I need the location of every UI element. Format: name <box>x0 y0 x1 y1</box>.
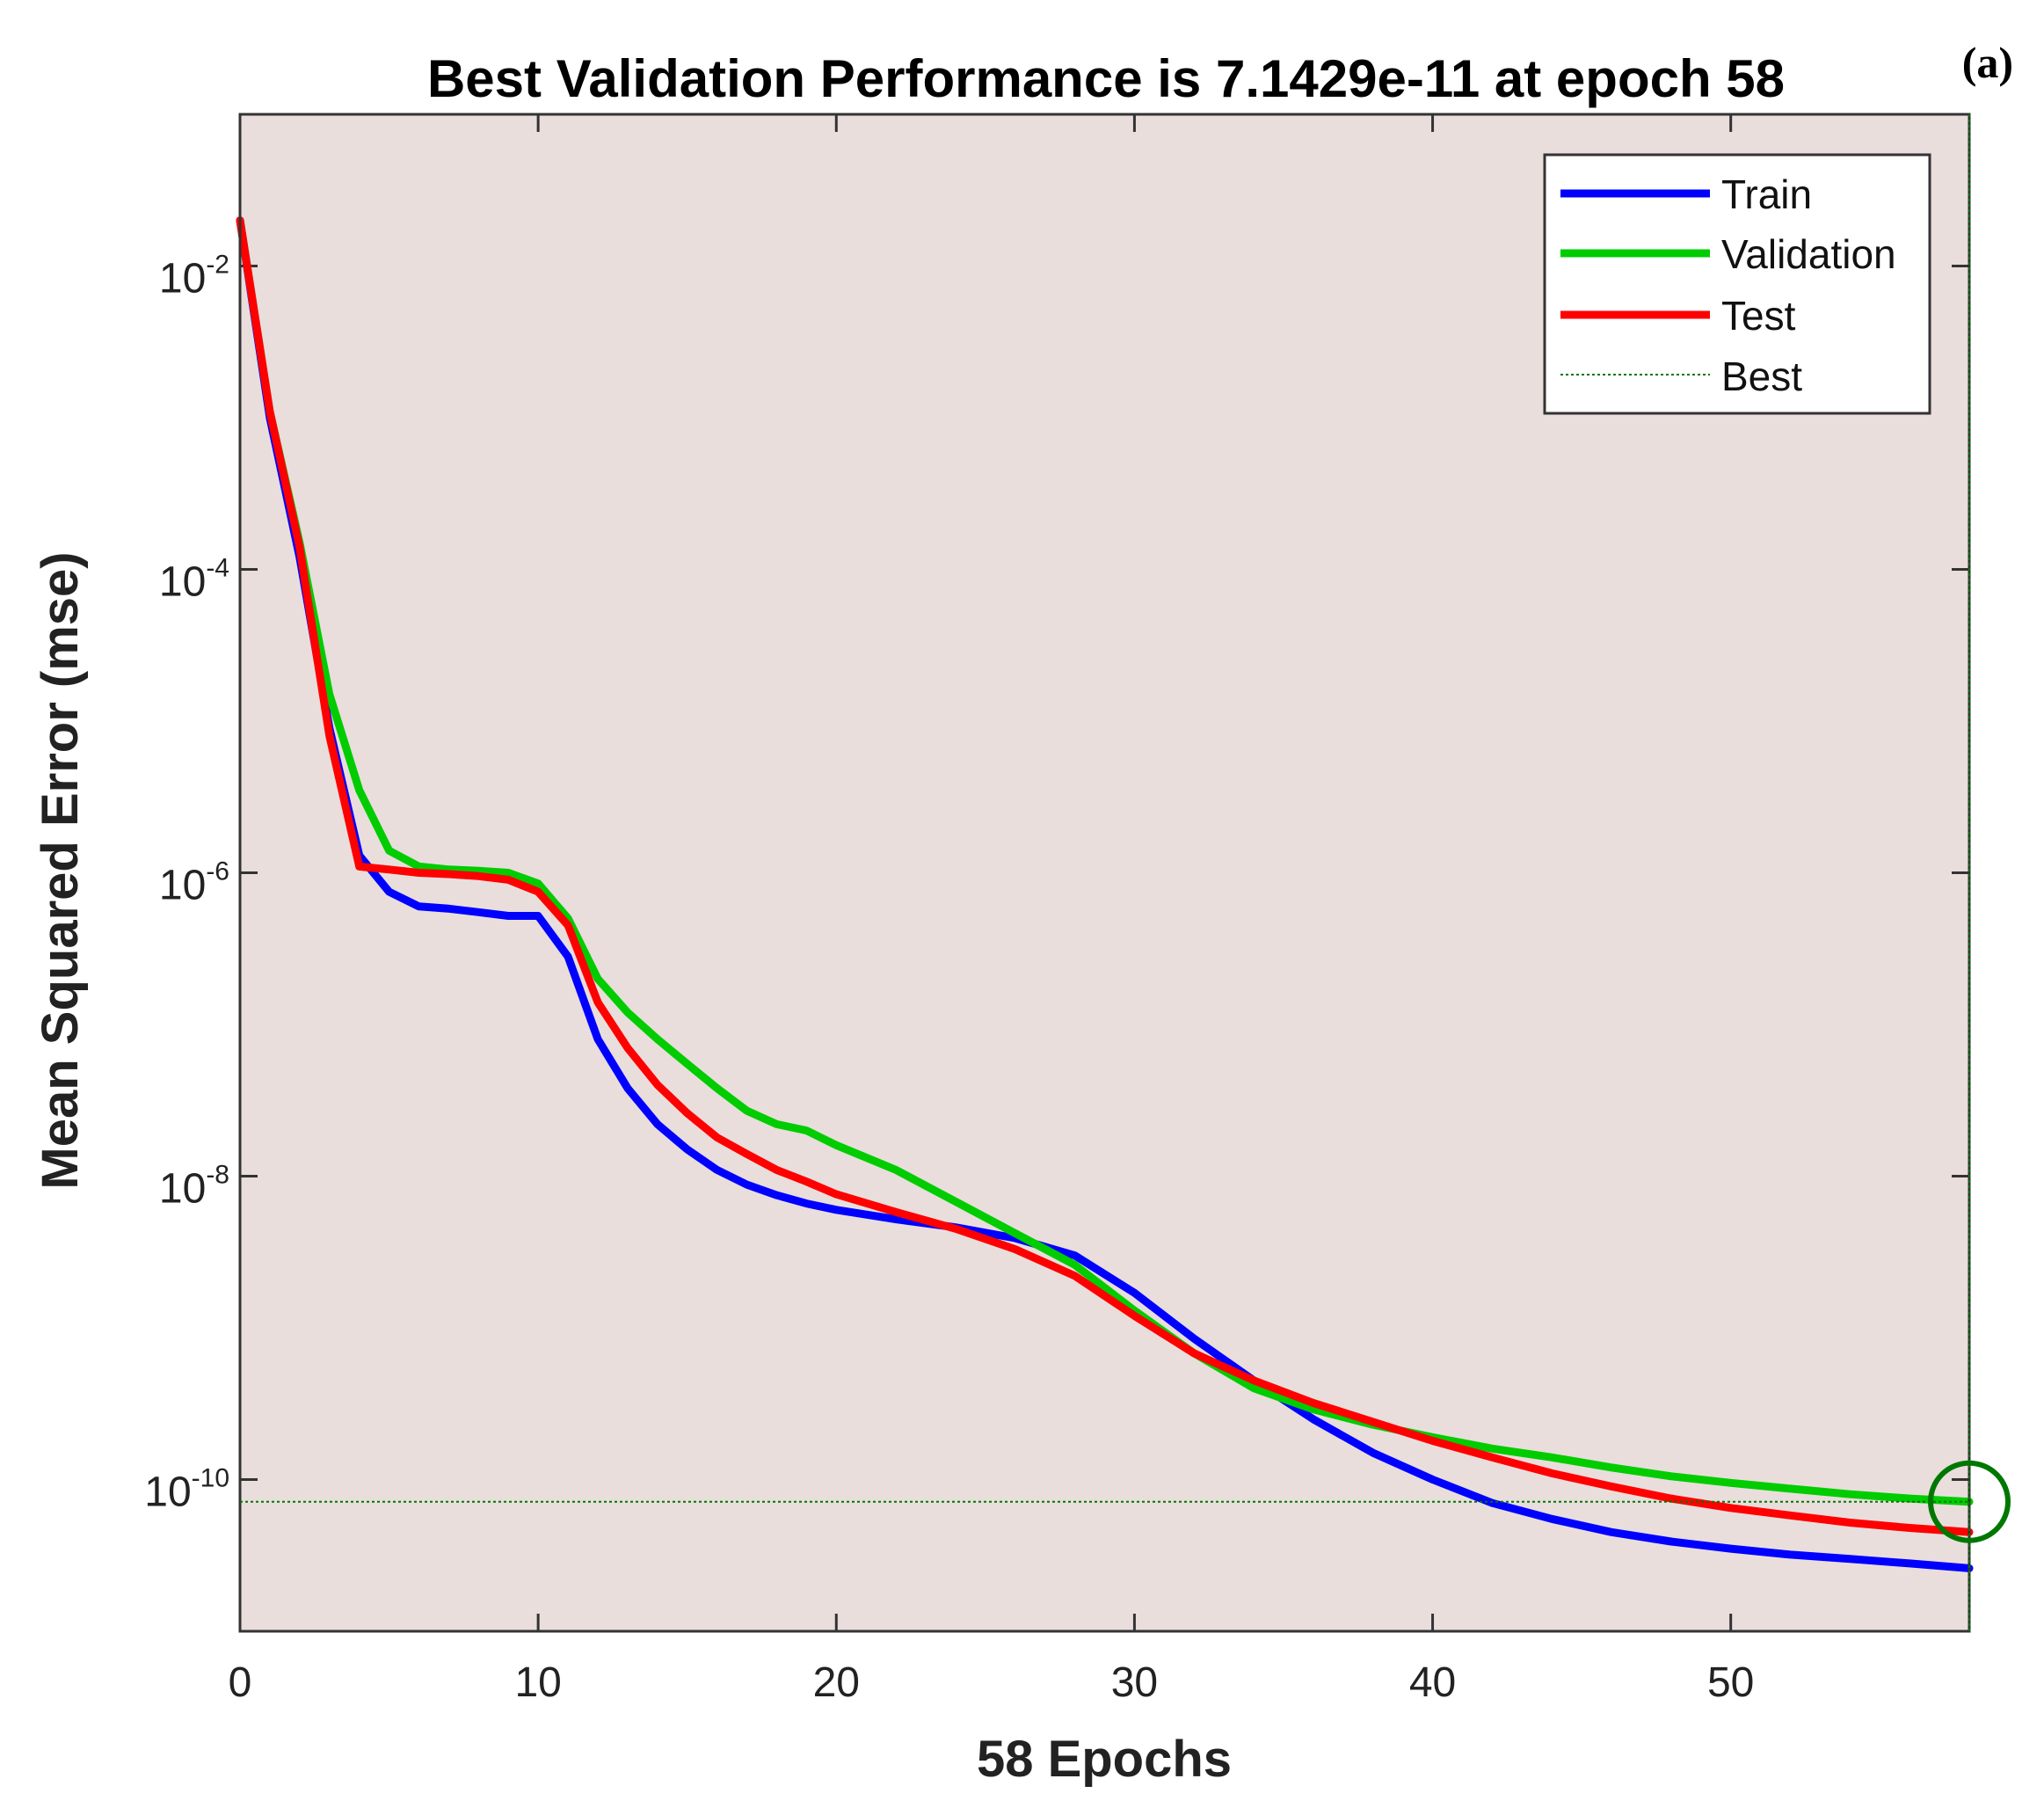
chart-title: Best Validation Performance is 7.1429e-1… <box>427 49 1785 108</box>
series-line-train <box>236 216 1974 1572</box>
series-line-validation <box>236 216 1974 1506</box>
legend-label-test: Test <box>1721 293 1796 339</box>
series-lines <box>236 216 1974 1572</box>
y-tick-label: 10-8 <box>159 1161 229 1213</box>
x-tick-label: 50 <box>1707 1659 1754 1706</box>
legend: Train Validation Test Best <box>1543 153 1931 415</box>
legend-label-best: Best <box>1721 354 1802 399</box>
x-tick-label: 40 <box>1409 1659 1456 1706</box>
legend-label-validation: Validation <box>1721 231 1896 277</box>
legend-label-train: Train <box>1721 171 1812 217</box>
x-tick-label: 10 <box>514 1659 561 1706</box>
series-line-test <box>236 216 1974 1536</box>
plot-frame <box>238 113 1971 1633</box>
best-point-marker <box>1928 1460 2011 1543</box>
axis-ticks: 0 10 20 30 40 50 10-2 10-4 10-6 10-8 10-10 <box>144 114 1969 1706</box>
x-tick-label: 0 <box>229 1659 252 1706</box>
x-axis-label: 58 Epochs <box>977 1731 1232 1788</box>
x-tick-label: 30 <box>1111 1659 1158 1706</box>
legend-box <box>1543 153 1931 415</box>
panel-label: (a) <box>1962 38 2013 87</box>
best-markers <box>240 114 2011 1631</box>
y-axis-label: Mean Squared Error (mse) <box>32 551 89 1189</box>
y-tick-label: 10-2 <box>159 251 229 303</box>
y-tick-label: 10-10 <box>144 1464 229 1516</box>
y-tick-label: 10-6 <box>159 857 229 909</box>
y-tick-label: 10-4 <box>159 554 229 606</box>
x-tick-label: 20 <box>813 1659 860 1706</box>
